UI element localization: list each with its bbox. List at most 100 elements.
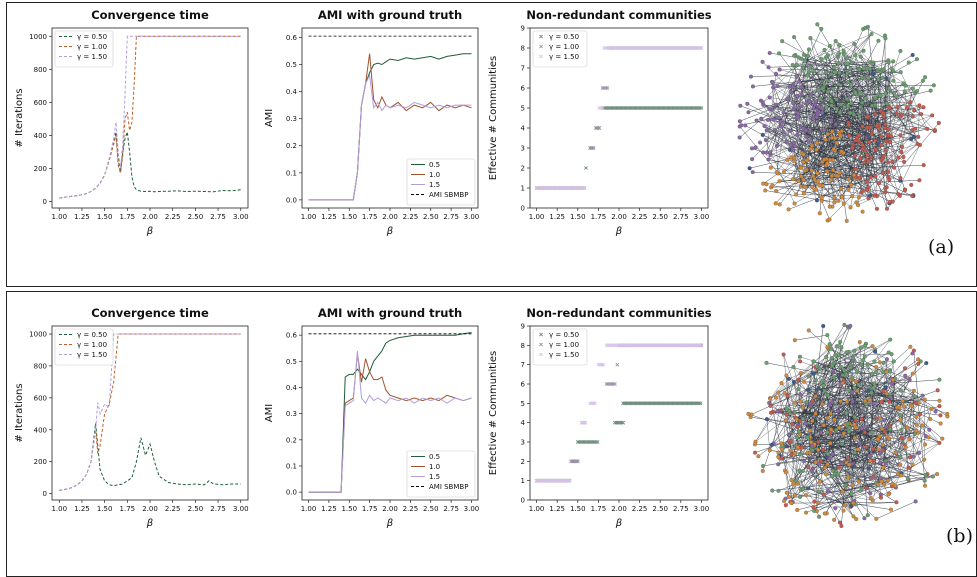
network-node xyxy=(902,404,907,409)
network-node xyxy=(898,417,903,422)
x-tick-label: 1.75 xyxy=(120,213,136,221)
y-tick-label: 0.5 xyxy=(286,61,297,69)
x-tick-label: 1.50 xyxy=(341,213,357,221)
network-node xyxy=(813,460,818,465)
network-node xyxy=(895,104,900,109)
network-edge xyxy=(810,49,825,68)
network-node xyxy=(876,77,881,82)
network-node xyxy=(875,437,880,442)
network-node xyxy=(769,410,774,415)
y-tick-label: 400 xyxy=(34,426,47,434)
y-tick-label: 0.1 xyxy=(286,169,297,177)
network-node xyxy=(886,492,891,497)
x-axis-label: β xyxy=(146,518,154,529)
network-node xyxy=(839,149,844,154)
network-node xyxy=(810,454,815,459)
scatter-point xyxy=(584,166,588,170)
network-graph-b xyxy=(746,322,950,528)
network-node xyxy=(866,466,871,471)
legend-box xyxy=(406,158,476,206)
network-node xyxy=(792,201,797,206)
network-node xyxy=(803,168,808,173)
network-node xyxy=(848,323,853,328)
network-node xyxy=(870,371,875,376)
network-edge xyxy=(874,349,898,408)
network-edge xyxy=(808,71,832,75)
network-node xyxy=(837,353,842,358)
network-edge xyxy=(864,162,890,204)
network-node xyxy=(763,138,768,143)
network-node xyxy=(822,157,827,162)
network-node xyxy=(826,451,831,456)
network-edge xyxy=(786,492,891,510)
network-node xyxy=(873,102,878,107)
network-node xyxy=(777,179,782,184)
network-node xyxy=(900,144,905,149)
y-tick-label: 9 xyxy=(521,25,525,33)
network-node xyxy=(824,169,829,174)
network-node xyxy=(785,96,790,101)
network-node xyxy=(791,364,796,369)
x-axis-label: β xyxy=(386,226,394,237)
network-node xyxy=(860,75,865,80)
network-node xyxy=(747,166,752,171)
scatter-point xyxy=(600,106,605,110)
network-node xyxy=(792,410,797,415)
network-node xyxy=(781,170,786,175)
network-node xyxy=(824,472,829,477)
network-node xyxy=(827,43,832,48)
network-node xyxy=(883,91,888,96)
network-node xyxy=(898,49,903,54)
network-node xyxy=(825,430,830,435)
network-node xyxy=(768,396,773,401)
network-node xyxy=(920,393,925,398)
network-node xyxy=(891,359,896,364)
x-tick-label: 1.25 xyxy=(549,213,565,221)
network-node xyxy=(910,86,915,91)
network-node xyxy=(848,205,853,210)
network-edge xyxy=(832,370,918,426)
network-node xyxy=(848,365,853,370)
network-node xyxy=(923,483,928,488)
network-node xyxy=(796,55,801,60)
network-node xyxy=(834,97,839,102)
network-node xyxy=(774,143,779,148)
network-node xyxy=(841,52,846,57)
network-node xyxy=(856,447,861,452)
network-node xyxy=(780,39,785,44)
network-edge xyxy=(819,88,834,214)
network-edge xyxy=(758,425,799,457)
network-edge xyxy=(854,390,858,439)
network-node xyxy=(801,379,806,384)
network-edge xyxy=(855,379,910,428)
ami-chart-a: AMI with ground truth 1.00 1.25 1.50 1.75 2.0… xyxy=(264,8,479,237)
network-node xyxy=(845,421,850,426)
network-node xyxy=(919,112,924,117)
network-node xyxy=(785,158,790,163)
network-edge xyxy=(800,394,853,486)
network-node xyxy=(869,32,874,37)
network-edge xyxy=(788,172,883,210)
network-node xyxy=(867,453,872,458)
legend-label: γ = 1.00 xyxy=(549,341,579,349)
network-edge xyxy=(798,361,921,433)
network-edge xyxy=(865,426,940,444)
network-edge xyxy=(907,476,933,480)
network-node xyxy=(833,136,838,141)
x-axis-label: β xyxy=(615,226,623,237)
legend-label: 0.5 xyxy=(429,161,440,169)
x-tick-label: 2.25 xyxy=(403,213,419,221)
network-node xyxy=(764,182,769,187)
network-node xyxy=(852,464,857,469)
network-edge xyxy=(808,449,824,468)
scatter-point xyxy=(621,420,626,425)
network-node xyxy=(773,201,778,206)
network-node xyxy=(887,86,892,91)
network-node xyxy=(786,207,791,212)
x-tick-label: 1.75 xyxy=(120,505,136,513)
network-node xyxy=(754,118,759,123)
network-node xyxy=(864,444,869,449)
network-node xyxy=(873,138,878,143)
network-edge xyxy=(804,106,861,187)
chart-title: AMI with ground truth xyxy=(318,306,462,320)
